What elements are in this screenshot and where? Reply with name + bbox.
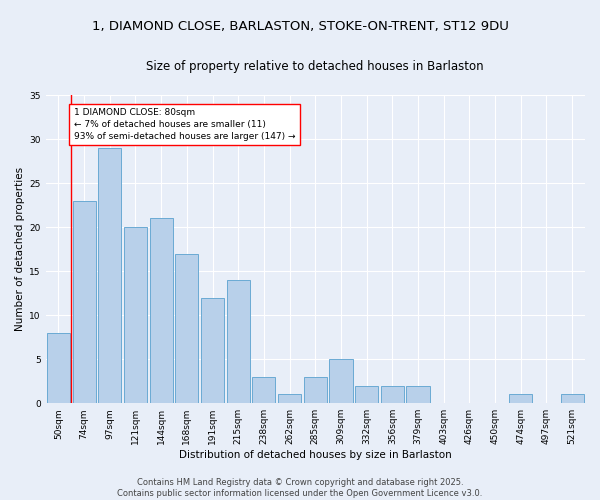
Bar — [73, 200, 95, 403]
X-axis label: Distribution of detached houses by size in Barlaston: Distribution of detached houses by size … — [179, 450, 452, 460]
Bar — [175, 254, 199, 403]
Bar — [406, 386, 430, 403]
Bar — [560, 394, 584, 403]
Bar — [253, 377, 275, 403]
Bar — [149, 218, 173, 403]
Y-axis label: Number of detached properties: Number of detached properties — [15, 167, 25, 331]
Bar — [278, 394, 301, 403]
Bar — [329, 359, 353, 403]
Text: 1, DIAMOND CLOSE, BARLASTON, STOKE-ON-TRENT, ST12 9DU: 1, DIAMOND CLOSE, BARLASTON, STOKE-ON-TR… — [92, 20, 508, 33]
Title: Size of property relative to detached houses in Barlaston: Size of property relative to detached ho… — [146, 60, 484, 73]
Bar — [124, 227, 147, 403]
Bar — [201, 298, 224, 403]
Text: 1 DIAMOND CLOSE: 80sqm
← 7% of detached houses are smaller (11)
93% of semi-deta: 1 DIAMOND CLOSE: 80sqm ← 7% of detached … — [74, 108, 295, 141]
Bar — [98, 148, 121, 403]
Bar — [355, 386, 378, 403]
Bar — [304, 377, 327, 403]
Bar — [227, 280, 250, 403]
Bar — [47, 333, 70, 403]
Bar — [381, 386, 404, 403]
Text: Contains HM Land Registry data © Crown copyright and database right 2025.
Contai: Contains HM Land Registry data © Crown c… — [118, 478, 482, 498]
Bar — [509, 394, 532, 403]
